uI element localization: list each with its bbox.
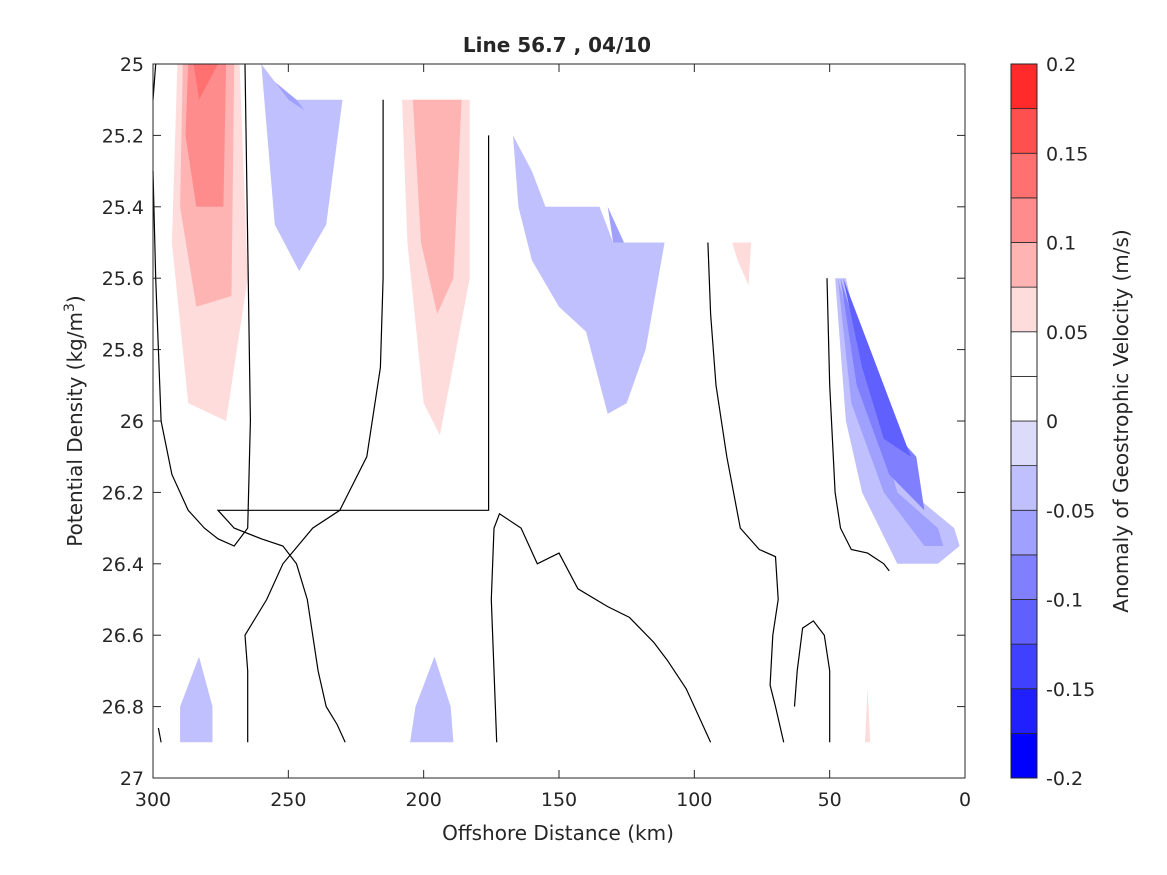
colorbar-frame [1010,63,1038,779]
colorbar-tick-label: -0.15 [1046,679,1095,701]
colorbar-tick-label: 0.1 [1046,233,1076,255]
zero-contour-lines [152,63,890,743]
y-axis-label-close: ) [63,295,87,303]
y-tick-label: 25.4 [102,197,144,219]
y-axis-label: Potential Density (kg/m3) [62,295,87,546]
region-neg-5 [410,656,454,743]
region-neg-1 [261,64,343,272]
colorbar-band [1010,63,1038,110]
colorbar-bands [1010,63,1038,779]
colorbar-band [1010,599,1038,645]
colorbar-band [1010,732,1038,779]
plot-area: 300 250 200 150 100 50 0 2525.225.425.625.8262… [102,54,971,811]
zero-contour-3 [157,727,162,743]
zero-contour-9 [826,278,890,572]
zero-contour-4 [244,99,384,743]
filled-contour-regions [171,64,960,743]
region-neg-3 [835,278,960,564]
colorbar-band [1010,465,1038,511]
x-axis-label: Offshore Distance (km) [442,821,674,845]
region-neg-3b [837,278,944,546]
y-tick-label: 26.6 [102,625,144,647]
region-pos-4 [193,64,218,100]
colorbar-tick-label: 0.2 [1046,54,1076,76]
colorbar-ticks: 0.2 0.15 0.1 0.05 0 -0.05 -0.1 -0.15 -0.2 [1046,54,1095,790]
region-neg-2 [513,135,665,414]
colorbar-band [1010,108,1038,154]
zero-contour-7 [707,242,785,743]
colorbar-band [1010,242,1038,288]
zero-contour-6 [490,512,712,743]
colorbar-band [1010,509,1038,556]
colorbar-band [1010,197,1038,243]
colorbar-label: Anomaly of Geostrophic Velocity (m/s) [1109,229,1133,612]
colorbar-tick-label: -0.05 [1046,500,1095,522]
x-tick-label: 150 [541,789,577,811]
colorbar: 0.2 0.15 0.1 0.05 0 -0.05 -0.1 -0.15 -0.2 [1010,54,1095,790]
colorbar-band [1010,420,1038,467]
y-tick-label: 26.8 [102,697,144,719]
region-neg-3c [840,278,925,511]
x-tick-label: 200 [406,789,442,811]
y-tick-label: 27 [120,768,144,790]
zero-contour-8 [793,620,831,743]
colorbar-band [1010,286,1038,333]
x-tick-label: 250 [270,789,306,811]
zero-contour-2 [152,63,252,547]
colorbar-tick-label: 0.05 [1046,322,1088,344]
colorbar-band [1010,331,1038,377]
y-axis-label-group: Potential Density (kg/m3) [62,295,87,546]
colorbar-tick-label: -0.2 [1046,768,1083,790]
y-axis-label-superscript: 3 [62,303,78,312]
colorbar-band [1010,554,1038,600]
region-pos-6 [412,99,462,314]
y-axis-ticks: 25 25.2 25.4 25.6 25.8 26 26.2 26.4 26.6 26.8 27 [102,54,965,790]
region-neg-3d [843,278,911,457]
y-tick-label: 25.6 [102,268,144,290]
y-tick-label: 25.8 [102,340,144,362]
colorbar-tick-label: 0 [1046,411,1058,433]
colorbar-band [1010,375,1038,422]
x-tick-label: 100 [676,789,712,811]
y-tick-label: 25 [120,54,144,76]
y-axis-label-base: Potential Density (kg/m [63,312,87,547]
colorbar-band [1010,688,1038,734]
region-pos-8 [864,688,871,743]
colorbar-label-group: Anomaly of Geostrophic Velocity (m/s) [1109,229,1133,612]
zero-contour-5 [216,135,490,743]
x-tick-label: 0 [959,789,971,811]
y-tick-label: 26.2 [102,482,144,504]
colorbar-band [1010,643,1038,690]
x-axis-ticks: 300 250 200 150 100 50 0 [135,64,971,811]
region-pos-3 [185,64,227,207]
colorbar-band [1010,152,1038,199]
y-tick-label: 26.4 [102,554,144,576]
x-tick-label: 300 [135,789,171,811]
chart-title: Line 56.7 , 04/10 [463,33,651,57]
region-neg-1b [274,81,305,111]
region-neg-2b [607,206,627,243]
x-tick-label: 50 [818,789,842,811]
y-tick-label: 26 [120,411,144,433]
region-pos-7 [732,242,752,286]
y-tick-label: 25.2 [102,125,144,147]
colorbar-tick-label: 0.15 [1046,143,1088,165]
colorbar-tick-label: -0.1 [1046,590,1083,612]
region-neg-4 [180,656,213,743]
